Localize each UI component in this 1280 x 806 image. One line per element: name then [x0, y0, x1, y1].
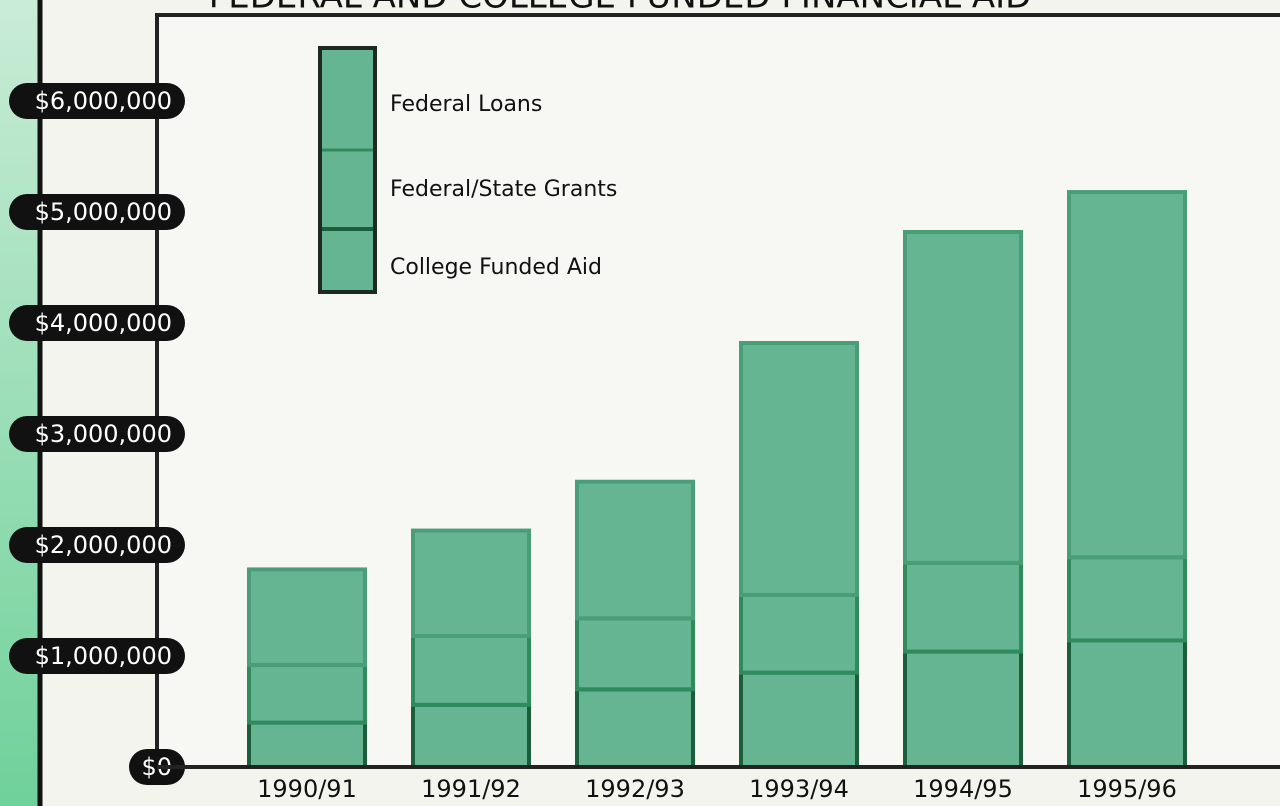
x-tick-label: 1991/92 — [421, 775, 521, 803]
y-tick-label: $3,000,000 — [35, 420, 172, 448]
bar-segment — [247, 662, 367, 725]
legend-label: Federal Loans — [390, 92, 542, 117]
bar-segment — [247, 567, 367, 667]
bar-segment — [575, 687, 695, 770]
legend-label: College Funded Aid — [390, 255, 602, 280]
chart-title: FEDERAL AND COLLEGE FUNDED FINANCIAL AID — [209, 0, 1032, 17]
y-tick-pill — [9, 638, 185, 675]
bar-segment — [247, 720, 367, 770]
y-tick-label: $4,000,000 — [35, 309, 172, 337]
bar-segment — [739, 670, 859, 769]
bar-segment — [739, 592, 859, 675]
legend — [318, 46, 377, 294]
y-tick-pill — [9, 416, 185, 453]
y-tick-label: $6,000,000 — [35, 87, 172, 115]
bar-segment — [411, 634, 531, 707]
bar-segment — [1067, 555, 1187, 643]
y-tick-label: $5,000,000 — [35, 198, 172, 226]
y-tick-pill — [9, 527, 185, 564]
bar-segment — [1067, 190, 1187, 560]
x-tick-label: 1994/95 — [913, 775, 1013, 803]
bar-segment — [575, 616, 695, 692]
bar-segment — [575, 479, 695, 621]
y-tick-label: $2,000,000 — [35, 531, 172, 559]
bar-segment — [903, 229, 1023, 565]
legend-box — [318, 46, 377, 294]
x-tick-label: 1993/94 — [749, 775, 849, 803]
y-tick-pill — [9, 194, 185, 231]
bar-segment — [903, 649, 1023, 770]
y-tick-label: $1,000,000 — [35, 642, 172, 670]
y-tick-pill — [9, 305, 185, 342]
side-strip — [0, 0, 40, 806]
bar-segment — [1067, 638, 1187, 770]
x-tick-label: 1992/93 — [585, 775, 685, 803]
bar-segment — [411, 702, 531, 769]
y-tick-pill — [9, 83, 185, 120]
bar-segment — [411, 528, 531, 639]
x-tick-label: 1990/91 — [257, 775, 357, 803]
bar-segment — [903, 560, 1023, 654]
x-tick-label: 1995/96 — [1077, 775, 1177, 803]
bar-segment — [739, 340, 859, 597]
legend-label: Federal/State Grants — [390, 177, 617, 202]
